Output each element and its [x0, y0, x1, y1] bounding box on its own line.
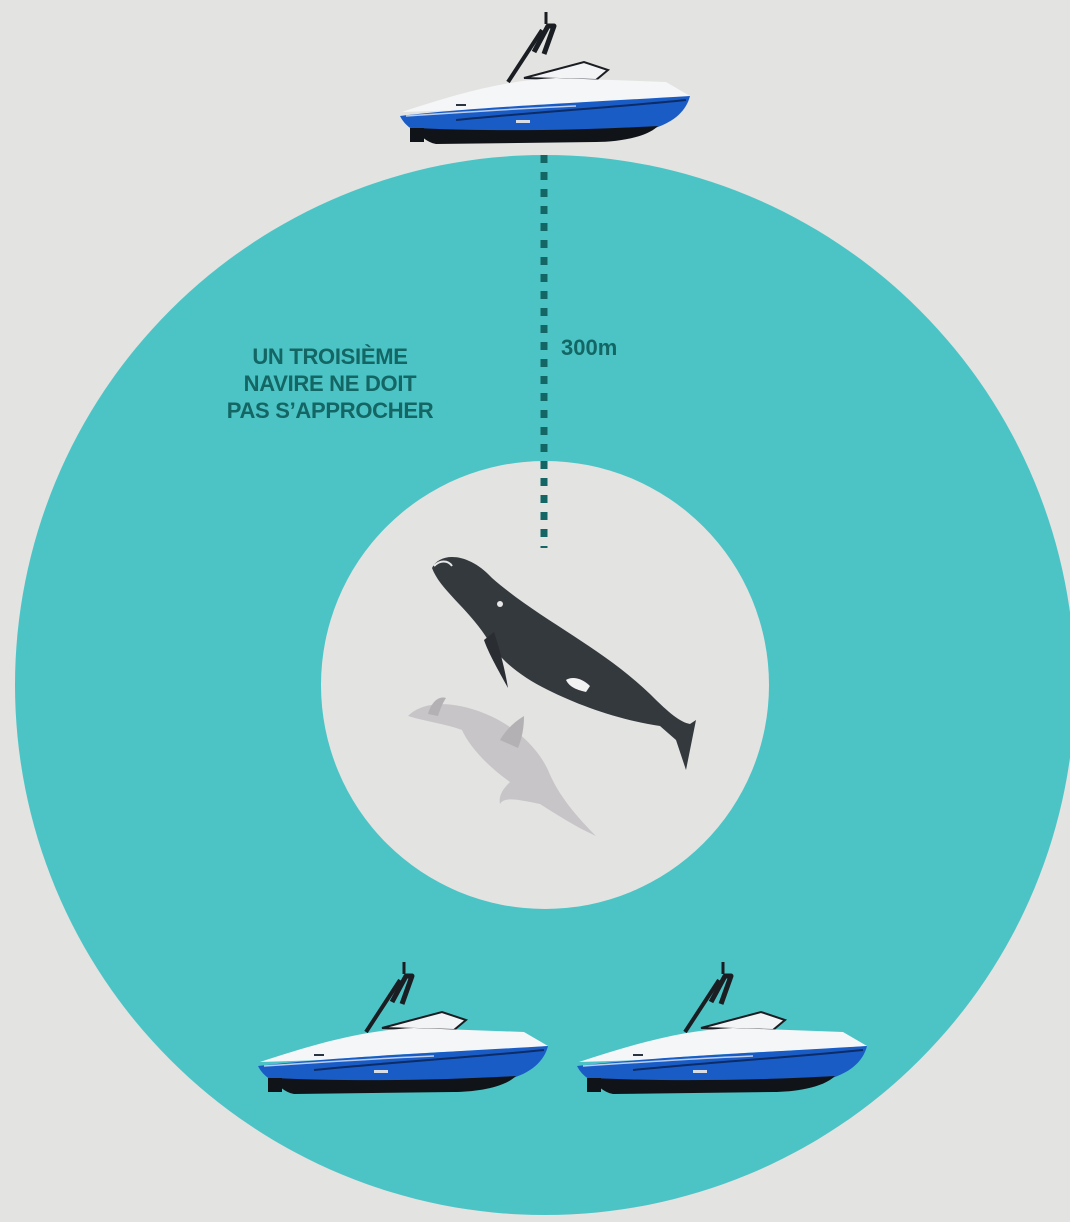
distance-label: 300m [561, 335, 618, 360]
boat-icon [400, 12, 690, 144]
zone-label-line-1: UN TROISIÈME [252, 344, 408, 369]
zone-label-line-3: PAS S’APPROCHER [226, 398, 434, 423]
whale-icon [432, 557, 696, 770]
zone-label-line-2: NAVIRE NE DOIT [243, 371, 417, 396]
dolphin-icon [408, 697, 596, 836]
zone-label: UN TROISIÈME NAVIRE NE DOIT PAS S’APPROC… [180, 343, 480, 424]
